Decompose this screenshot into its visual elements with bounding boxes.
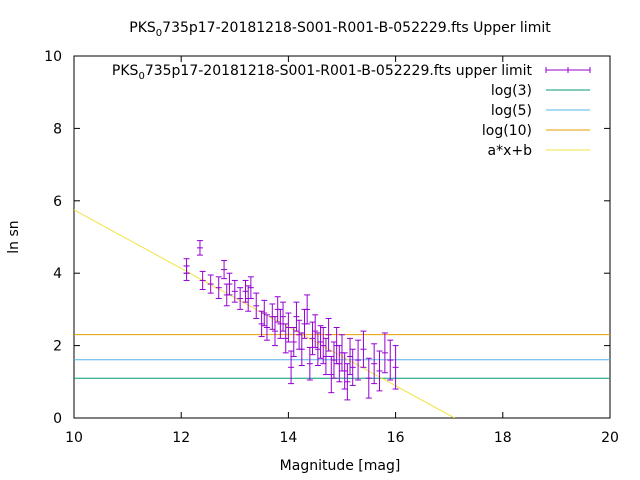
legend-label-subscript: 0 [138, 71, 144, 82]
data-point [381, 332, 388, 374]
legend-entry: PKS0735p17-20181218-S001-R001-B-052229.f… [112, 63, 591, 82]
legend-entry: log(10) [482, 123, 590, 139]
data-point [320, 327, 327, 365]
data-point [304, 294, 311, 325]
y-tick-label: 8 [53, 121, 62, 137]
x-tick-label: 16 [387, 430, 405, 446]
legend-entry: a*x+b [488, 143, 590, 159]
chart-title: PKS0735p17-20181218-S001-R001-B-052229.f… [129, 20, 551, 39]
title-subscript: 0 [156, 28, 162, 39]
data-point [226, 272, 233, 296]
plot-frame [73, 55, 611, 419]
x-tick-label: 14 [279, 430, 297, 446]
legend-entry: log(5) [491, 103, 590, 119]
x-tick-label: 10 [65, 430, 83, 446]
data-point [258, 310, 265, 338]
legend-entry: log(3) [491, 83, 590, 99]
title-main: PKS [129, 20, 156, 36]
data-point [298, 332, 305, 367]
data-point [199, 270, 206, 290]
data-point [392, 345, 399, 390]
data-point [344, 363, 351, 401]
y-axis-label: ln sn [6, 220, 22, 253]
data-point [325, 317, 332, 352]
legend-label-main: PKS [112, 63, 139, 79]
data-point [355, 339, 362, 381]
data-point [360, 330, 367, 368]
legend-label-rest: 735p17-20181218-S001-R001-B-052229.fts u… [145, 63, 533, 79]
x-tick-label: 20 [601, 430, 619, 446]
legend-label: log(3) [491, 83, 532, 99]
data-point [341, 352, 348, 390]
data-point [280, 301, 287, 332]
data-point [263, 314, 270, 341]
data-point [314, 332, 321, 367]
legend-label: PKS0735p17-20181218-S001-R001-B-052229.f… [112, 63, 533, 82]
y-tick-label: 2 [53, 339, 62, 355]
errorbar-series [183, 240, 399, 401]
data-point [247, 276, 254, 300]
data-point [376, 350, 383, 392]
legend: PKS0735p17-20181218-S001-R001-B-052229.f… [112, 63, 591, 159]
data-point [272, 316, 278, 347]
data-point [328, 355, 335, 394]
legend-label: log(5) [491, 103, 532, 119]
data-point [371, 343, 378, 385]
data-point [231, 279, 238, 303]
data-point [349, 348, 356, 386]
title-rest: 735p17-20181218-S001-R001-B-052229.fts U… [162, 20, 551, 36]
y-tick-label: 4 [53, 266, 62, 282]
legend-label: log(10) [482, 123, 532, 139]
data-point [330, 341, 337, 379]
legend-label: a*x+b [488, 143, 533, 159]
data-point [207, 274, 214, 294]
data-point [196, 240, 203, 256]
axis-ticks: 10 12 14 16 18 20 0 2 4 6 8 10 [44, 49, 619, 446]
x-axis-label: Magnitude [mag] [280, 458, 401, 474]
data-point [322, 337, 329, 376]
data-point [309, 321, 316, 356]
data-point [296, 319, 303, 350]
x-tick-label: 18 [494, 430, 512, 446]
data-point [221, 260, 228, 280]
y-tick-label: 10 [44, 49, 62, 65]
y-tick-label: 6 [53, 194, 62, 210]
data-point [261, 299, 268, 327]
data-point [285, 312, 292, 343]
data-point [215, 276, 222, 300]
y-tick-label: 0 [53, 411, 62, 427]
x-tick-label: 12 [172, 430, 190, 446]
data-point [336, 345, 343, 383]
data-point [253, 292, 260, 319]
data-point [183, 258, 190, 274]
data-point [347, 337, 354, 376]
data-point [365, 357, 372, 399]
data-point [306, 346, 313, 381]
data-point [277, 308, 284, 339]
data-point [282, 323, 289, 354]
plot-lines [74, 209, 610, 418]
data-point [293, 301, 300, 332]
data-point [312, 314, 319, 348]
data-point [237, 287, 244, 310]
data-point [290, 327, 297, 357]
data-point [317, 325, 324, 359]
data-point [387, 339, 394, 381]
